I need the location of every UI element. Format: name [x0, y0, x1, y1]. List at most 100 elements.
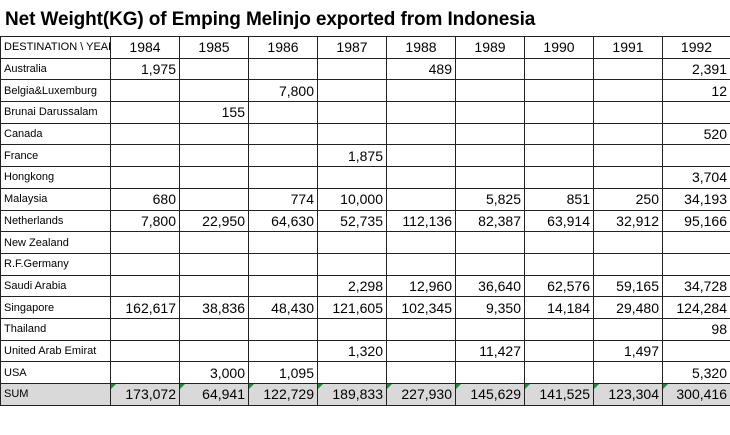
value-cell[interactable]: [248, 122, 318, 146]
value-cell[interactable]: [179, 339, 249, 363]
value-cell[interactable]: 3,000: [179, 361, 249, 384]
value-cell[interactable]: [248, 339, 318, 363]
value-cell[interactable]: [110, 339, 180, 363]
value-cell[interactable]: 1,875: [317, 144, 387, 168]
sum-value-cell[interactable]: 64,941: [179, 383, 249, 406]
year-header-cell[interactable]: 1986: [248, 36, 318, 59]
value-cell[interactable]: [524, 252, 594, 276]
value-cell[interactable]: [386, 361, 456, 384]
value-cell[interactable]: [248, 57, 318, 81]
value-cell[interactable]: [248, 274, 318, 298]
value-cell[interactable]: 7,800: [248, 79, 318, 103]
value-cell[interactable]: [455, 231, 525, 254]
value-cell[interactable]: [386, 101, 456, 124]
value-cell[interactable]: 1,975: [110, 57, 180, 81]
year-header-cell[interactable]: 1989: [455, 36, 525, 59]
value-cell[interactable]: [524, 231, 594, 254]
value-cell[interactable]: [386, 317, 456, 341]
value-cell[interactable]: [317, 231, 387, 254]
value-cell[interactable]: [593, 101, 663, 124]
value-cell[interactable]: [110, 122, 180, 146]
destination-cell[interactable]: France: [0, 144, 111, 168]
sum-value-cell[interactable]: 122,729: [248, 383, 318, 406]
value-cell[interactable]: 12: [662, 79, 730, 103]
value-cell[interactable]: [455, 101, 525, 124]
value-cell[interactable]: [524, 144, 594, 168]
value-cell[interactable]: [662, 252, 730, 276]
year-header-cell[interactable]: 1987: [317, 36, 387, 59]
value-cell[interactable]: [110, 317, 180, 341]
value-cell[interactable]: [110, 101, 180, 124]
value-cell[interactable]: [317, 101, 387, 124]
value-cell[interactable]: 155: [179, 101, 249, 124]
value-cell[interactable]: 1,095: [248, 361, 318, 384]
destination-cell[interactable]: Thailand: [0, 317, 111, 341]
value-cell[interactable]: 5,825: [455, 187, 525, 211]
value-cell[interactable]: [455, 252, 525, 276]
value-cell[interactable]: 3,704: [662, 166, 730, 189]
sum-value-cell[interactable]: 189,833: [317, 383, 387, 406]
value-cell[interactable]: [593, 361, 663, 384]
value-cell[interactable]: [593, 144, 663, 168]
value-cell[interactable]: [386, 122, 456, 146]
value-cell[interactable]: [248, 166, 318, 189]
destination-cell[interactable]: R.F.Germany: [0, 252, 111, 276]
value-cell[interactable]: [593, 79, 663, 103]
value-cell[interactable]: [524, 122, 594, 146]
value-cell[interactable]: [455, 317, 525, 341]
value-cell[interactable]: 124,284: [662, 296, 730, 319]
destination-cell[interactable]: Brunai Darussalam: [0, 101, 111, 124]
value-cell[interactable]: 2,391: [662, 57, 730, 81]
sum-label-cell[interactable]: SUM: [0, 383, 111, 406]
value-cell[interactable]: 112,136: [386, 209, 456, 233]
value-cell[interactable]: [179, 57, 249, 81]
value-cell[interactable]: [179, 122, 249, 146]
value-cell[interactable]: [386, 252, 456, 276]
value-cell[interactable]: 520: [662, 122, 730, 146]
value-cell[interactable]: 774: [248, 187, 318, 211]
value-cell[interactable]: 2,298: [317, 274, 387, 298]
value-cell[interactable]: [317, 166, 387, 189]
value-cell[interactable]: 95,166: [662, 209, 730, 233]
value-cell[interactable]: [179, 231, 249, 254]
value-cell[interactable]: 62,576: [524, 274, 594, 298]
value-cell[interactable]: [593, 57, 663, 81]
value-cell[interactable]: [179, 144, 249, 168]
value-cell[interactable]: [455, 57, 525, 81]
value-cell[interactable]: [179, 166, 249, 189]
year-header-cell[interactable]: 1992: [662, 36, 730, 59]
value-cell[interactable]: [386, 166, 456, 189]
value-cell[interactable]: 5,320: [662, 361, 730, 384]
value-cell[interactable]: [317, 57, 387, 81]
sum-value-cell[interactable]: 141,525: [524, 383, 594, 406]
value-cell[interactable]: [248, 231, 318, 254]
year-header-cell[interactable]: 1988: [386, 36, 456, 59]
destination-cell[interactable]: United Arab Emirat: [0, 339, 111, 363]
value-cell[interactable]: [248, 144, 318, 168]
value-cell[interactable]: 38,836: [179, 296, 249, 319]
destination-cell[interactable]: USA: [0, 361, 111, 384]
value-cell[interactable]: [455, 79, 525, 103]
value-cell[interactable]: 121,605: [317, 296, 387, 319]
value-cell[interactable]: [317, 79, 387, 103]
value-cell[interactable]: 48,430: [248, 296, 318, 319]
value-cell[interactable]: [248, 101, 318, 124]
value-cell[interactable]: [662, 231, 730, 254]
value-cell[interactable]: 32,912: [593, 209, 663, 233]
value-cell[interactable]: [386, 144, 456, 168]
destination-cell[interactable]: Belgia&Luxemburg: [0, 79, 111, 103]
value-cell[interactable]: 9,350: [455, 296, 525, 319]
value-cell[interactable]: [110, 231, 180, 254]
value-cell[interactable]: 10,000: [317, 187, 387, 211]
sum-value-cell[interactable]: 145,629: [455, 383, 525, 406]
value-cell[interactable]: [179, 252, 249, 276]
value-cell[interactable]: [248, 317, 318, 341]
value-cell[interactable]: [317, 122, 387, 146]
value-cell[interactable]: [524, 57, 594, 81]
destination-cell[interactable]: Malaysia: [0, 187, 111, 211]
value-cell[interactable]: 680: [110, 187, 180, 211]
value-cell[interactable]: [386, 339, 456, 363]
value-cell[interactable]: [455, 361, 525, 384]
value-cell[interactable]: [524, 339, 594, 363]
value-cell[interactable]: 14,184: [524, 296, 594, 319]
